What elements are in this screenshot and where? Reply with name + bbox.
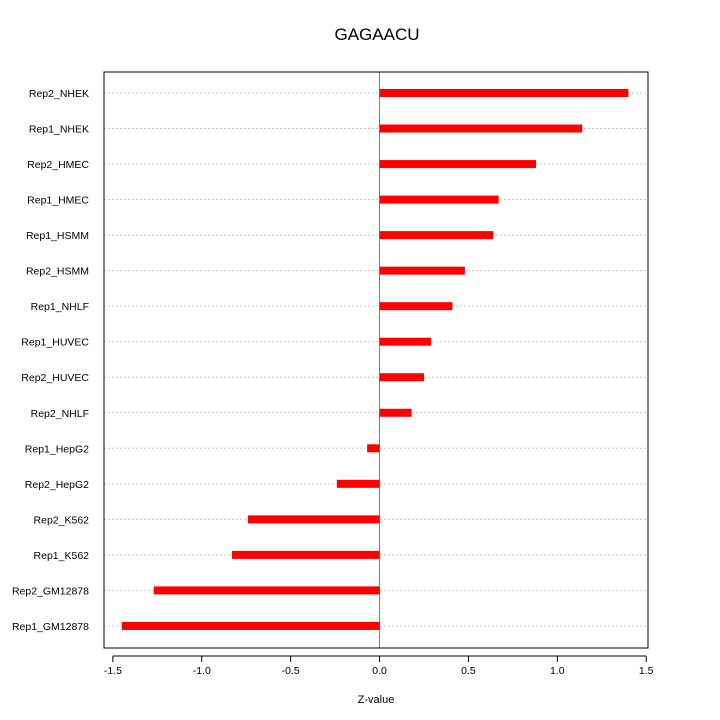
category-label: Rep1_HepG2 <box>25 443 89 455</box>
chart-title: GAGAACU <box>334 25 419 44</box>
x-axis-title: Z-value <box>358 694 395 706</box>
bar-Rep2_HSMM <box>379 266 465 275</box>
category-label: Rep2_HepG2 <box>25 479 89 491</box>
bar-Rep1_HUVEC <box>379 337 432 346</box>
bar-Rep2_HepG2 <box>336 479 380 488</box>
bar-Rep1_HepG2 <box>367 444 380 453</box>
bar-Rep1_K562 <box>232 550 380 559</box>
bar-Rep1_GM12878 <box>121 621 380 630</box>
category-label: Rep1_K562 <box>34 550 90 562</box>
bar-Rep2_HUVEC <box>379 373 424 382</box>
bars <box>121 89 629 630</box>
category-label: Rep1_HSMM <box>26 230 89 242</box>
category-label: Rep1_NHLF <box>31 301 89 313</box>
x-axis: -1.5 -1.0 -0.5 0.0 0.5 1.0 1.5 <box>104 655 654 677</box>
category-labels: Rep2_NHEK Rep1_NHEK Rep2_HMEC Rep1_HMEC Rep1… <box>12 88 89 633</box>
bar-Rep2_K562 <box>248 515 380 524</box>
grid-lines <box>104 92 648 627</box>
x-tick-label: -1.0 <box>193 665 211 677</box>
bar-Rep1_NHEK <box>379 124 583 133</box>
x-tick-label: -1.5 <box>104 665 122 677</box>
bar-Rep1_NHLF <box>379 302 453 311</box>
category-label: Rep1_NHEK <box>29 124 89 136</box>
category-label: Rep2_HUVEC <box>21 372 89 384</box>
bar-Rep2_NHLF <box>379 408 412 417</box>
category-label: Rep1_HMEC <box>27 195 89 207</box>
x-tick-label: 0.0 <box>372 665 387 677</box>
bar-Rep2_HMEC <box>379 160 536 169</box>
bar-Rep1_HMEC <box>379 195 499 204</box>
x-tick-label: 0.5 <box>461 665 476 677</box>
bar-Rep1_HSMM <box>379 231 494 240</box>
x-tick-label: 1.0 <box>550 665 565 677</box>
plot-frame <box>103 71 649 649</box>
x-tick-label: -0.5 <box>282 665 300 677</box>
category-label: Rep2_NHEK <box>29 88 89 100</box>
category-label: Rep1_GM12878 <box>12 621 89 633</box>
category-label: Rep1_HUVEC <box>21 337 89 349</box>
category-label: Rep2_GM12878 <box>12 585 89 597</box>
bar-Rep2_GM12878 <box>153 586 380 595</box>
category-label: Rep2_HSMM <box>26 266 89 278</box>
category-label: Rep2_HMEC <box>27 159 89 171</box>
category-label: Rep2_NHLF <box>31 408 89 420</box>
bar-Rep2_NHEK <box>379 89 629 97</box>
category-label: Rep2_K562 <box>34 514 90 526</box>
x-tick-label: 1.5 <box>639 665 654 677</box>
